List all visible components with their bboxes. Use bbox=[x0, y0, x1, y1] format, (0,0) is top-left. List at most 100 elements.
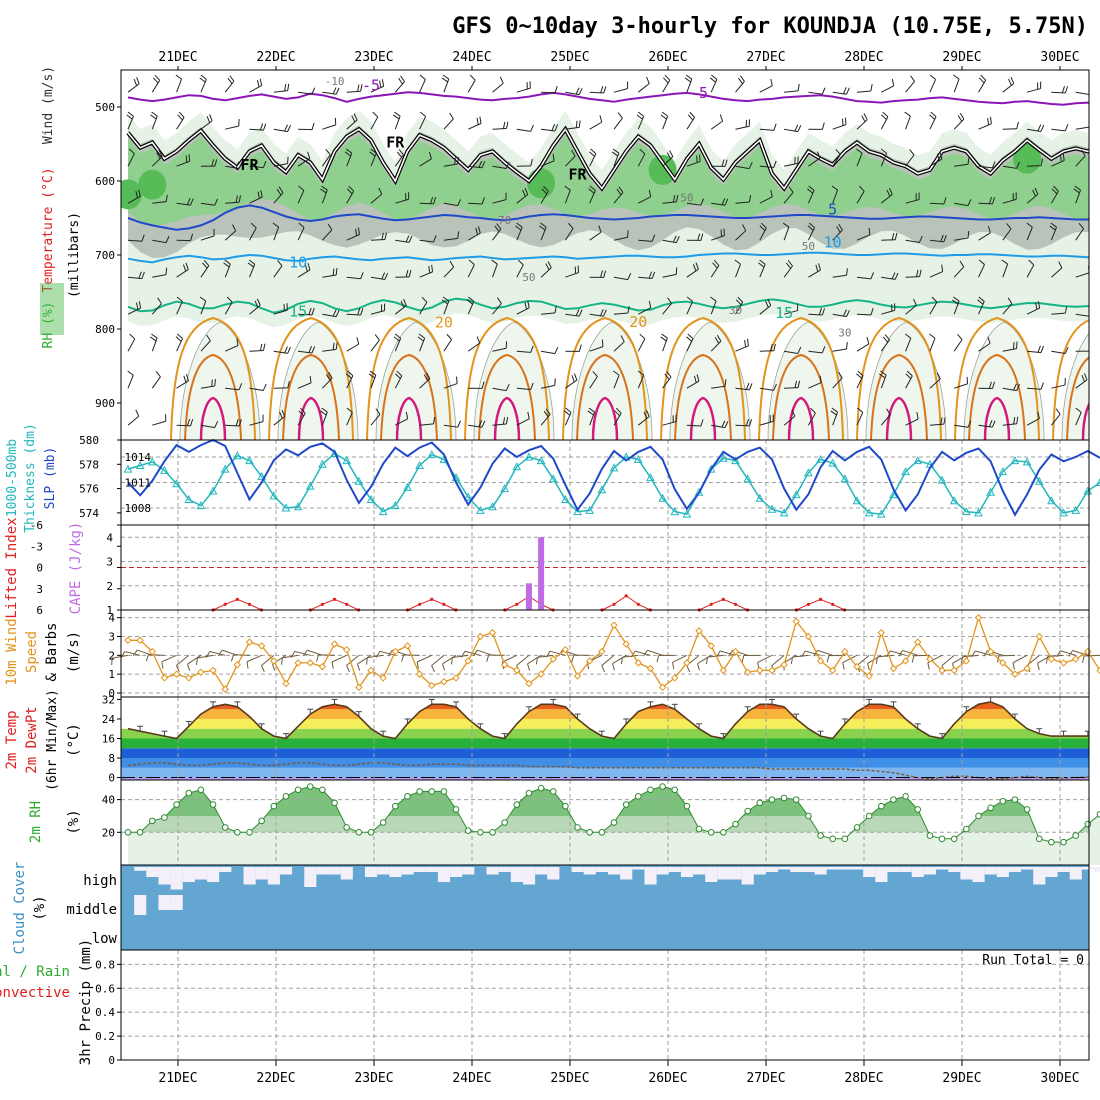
wind-barb bbox=[176, 338, 184, 352]
wind-barb bbox=[443, 118, 454, 130]
ylabel-rh: RH (%) bbox=[41, 302, 56, 349]
thickness-point bbox=[488, 502, 497, 511]
wind-barb-flag bbox=[400, 75, 405, 82]
wind-barb bbox=[856, 152, 863, 167]
wind-barb-flag bbox=[977, 299, 984, 305]
wind-barb-flag bbox=[394, 111, 401, 117]
wind10m-barb-flag bbox=[672, 662, 675, 670]
wind-barb bbox=[735, 81, 745, 93]
wind10m-speed-point bbox=[780, 661, 788, 669]
wind-barb bbox=[832, 124, 847, 130]
wind-barb bbox=[832, 91, 847, 95]
wind-barb-flag bbox=[223, 262, 230, 268]
wind-barb-flag bbox=[770, 343, 773, 351]
wind-barb-flag bbox=[1001, 259, 1008, 265]
wind10m-speed-point bbox=[1011, 670, 1019, 678]
wind-barb bbox=[1075, 313, 1089, 317]
wind-barb-flag bbox=[524, 187, 529, 195]
rh-point bbox=[744, 807, 751, 815]
wind-barb-flag bbox=[891, 272, 896, 280]
wind-barb bbox=[346, 234, 360, 241]
wind-barb-flag bbox=[1016, 341, 1018, 349]
wind-barb bbox=[881, 85, 894, 93]
wind-barb-flag bbox=[574, 266, 577, 274]
rh-point bbox=[234, 829, 241, 836]
wind-barb-flag bbox=[272, 222, 279, 228]
wind10m-speed-point bbox=[355, 683, 363, 692]
wind-barb bbox=[176, 202, 191, 206]
wind-barb bbox=[735, 387, 750, 391]
thickness-point bbox=[694, 487, 704, 496]
wind10m-barb bbox=[601, 654, 615, 666]
wind-barb-flag bbox=[419, 74, 426, 80]
wind-barb bbox=[443, 424, 458, 428]
wind-barb bbox=[249, 128, 264, 131]
thickness-point bbox=[512, 462, 522, 471]
wind-barb-flag bbox=[1058, 261, 1063, 269]
date-label-bottom: 23DEC bbox=[354, 1071, 393, 1086]
rh-point bbox=[963, 825, 970, 833]
wind-barb-flag bbox=[183, 375, 187, 383]
wind-barb-flag bbox=[672, 235, 677, 243]
wind-barb-flag bbox=[713, 259, 720, 266]
wind-barb-flag bbox=[356, 337, 360, 345]
wind-barb-flag bbox=[699, 154, 701, 162]
wind10m-barb bbox=[672, 654, 688, 663]
wind-barb bbox=[346, 90, 361, 93]
wind-barb-flag bbox=[393, 336, 400, 342]
ylabel-millibars: (millibars) bbox=[67, 212, 82, 298]
rh-point bbox=[306, 783, 314, 790]
thickness-point bbox=[949, 496, 959, 505]
wind-barb bbox=[613, 374, 620, 389]
wind-barb-flag bbox=[739, 75, 745, 82]
wind-barb-flag bbox=[1051, 188, 1058, 195]
wind-barb-flag bbox=[868, 227, 871, 235]
wind10m-barb bbox=[537, 654, 554, 658]
lifted-index-line bbox=[796, 598, 845, 611]
wind-barb-flag bbox=[1037, 124, 1042, 132]
wind-barb-flag bbox=[565, 407, 572, 413]
wind-barb bbox=[516, 87, 531, 93]
wind10m-barb-flag bbox=[741, 655, 745, 663]
wind10m-barb bbox=[197, 654, 214, 659]
wind-barb-flag bbox=[165, 236, 170, 243]
rh-point bbox=[926, 832, 934, 839]
wind-barb bbox=[370, 239, 386, 241]
wind-barb-flag bbox=[684, 77, 692, 83]
wind-barb-flag bbox=[466, 299, 473, 305]
wind-barb-flag bbox=[141, 234, 145, 242]
contour-label: FR bbox=[569, 166, 588, 184]
wind-barb bbox=[565, 126, 580, 130]
thickness-tick-label: 580 bbox=[79, 434, 99, 447]
cloud-gap-high bbox=[182, 867, 195, 882]
wind10m-barb bbox=[1012, 654, 1028, 664]
wind-barb-flag bbox=[1049, 225, 1056, 231]
wind-barb-flag bbox=[744, 339, 747, 348]
wind-barb-flag bbox=[819, 375, 822, 383]
isotherm-25 bbox=[1066, 356, 1089, 440]
cloud-gap-high bbox=[365, 867, 378, 877]
wind-barb bbox=[564, 228, 574, 241]
rh-point bbox=[355, 829, 363, 836]
rh-point bbox=[938, 835, 946, 843]
wind-barb-flag bbox=[724, 159, 728, 167]
wind-barb-flag bbox=[1013, 342, 1015, 350]
wind-barb bbox=[152, 239, 167, 244]
wind-barb bbox=[1027, 165, 1042, 167]
isotherm-line bbox=[127, 251, 1089, 264]
wind-barb-flag bbox=[1040, 158, 1044, 166]
wind-barb bbox=[905, 154, 915, 167]
wind-barb-flag bbox=[224, 259, 231, 265]
wind10m-barb bbox=[805, 650, 821, 656]
wind-barb-flag bbox=[880, 114, 887, 120]
isotherm-25 bbox=[478, 353, 536, 440]
cloud-gap-high bbox=[413, 867, 426, 872]
wind-barb-flag bbox=[1008, 78, 1012, 86]
wind-barb bbox=[322, 229, 333, 241]
wind-barb-flag bbox=[332, 342, 335, 350]
wind-barb bbox=[419, 202, 434, 205]
wind-barb bbox=[638, 276, 653, 279]
wind-barb-flag bbox=[1078, 222, 1084, 229]
wind-barb-flag bbox=[298, 410, 305, 417]
wind-barb-flag bbox=[154, 74, 161, 81]
